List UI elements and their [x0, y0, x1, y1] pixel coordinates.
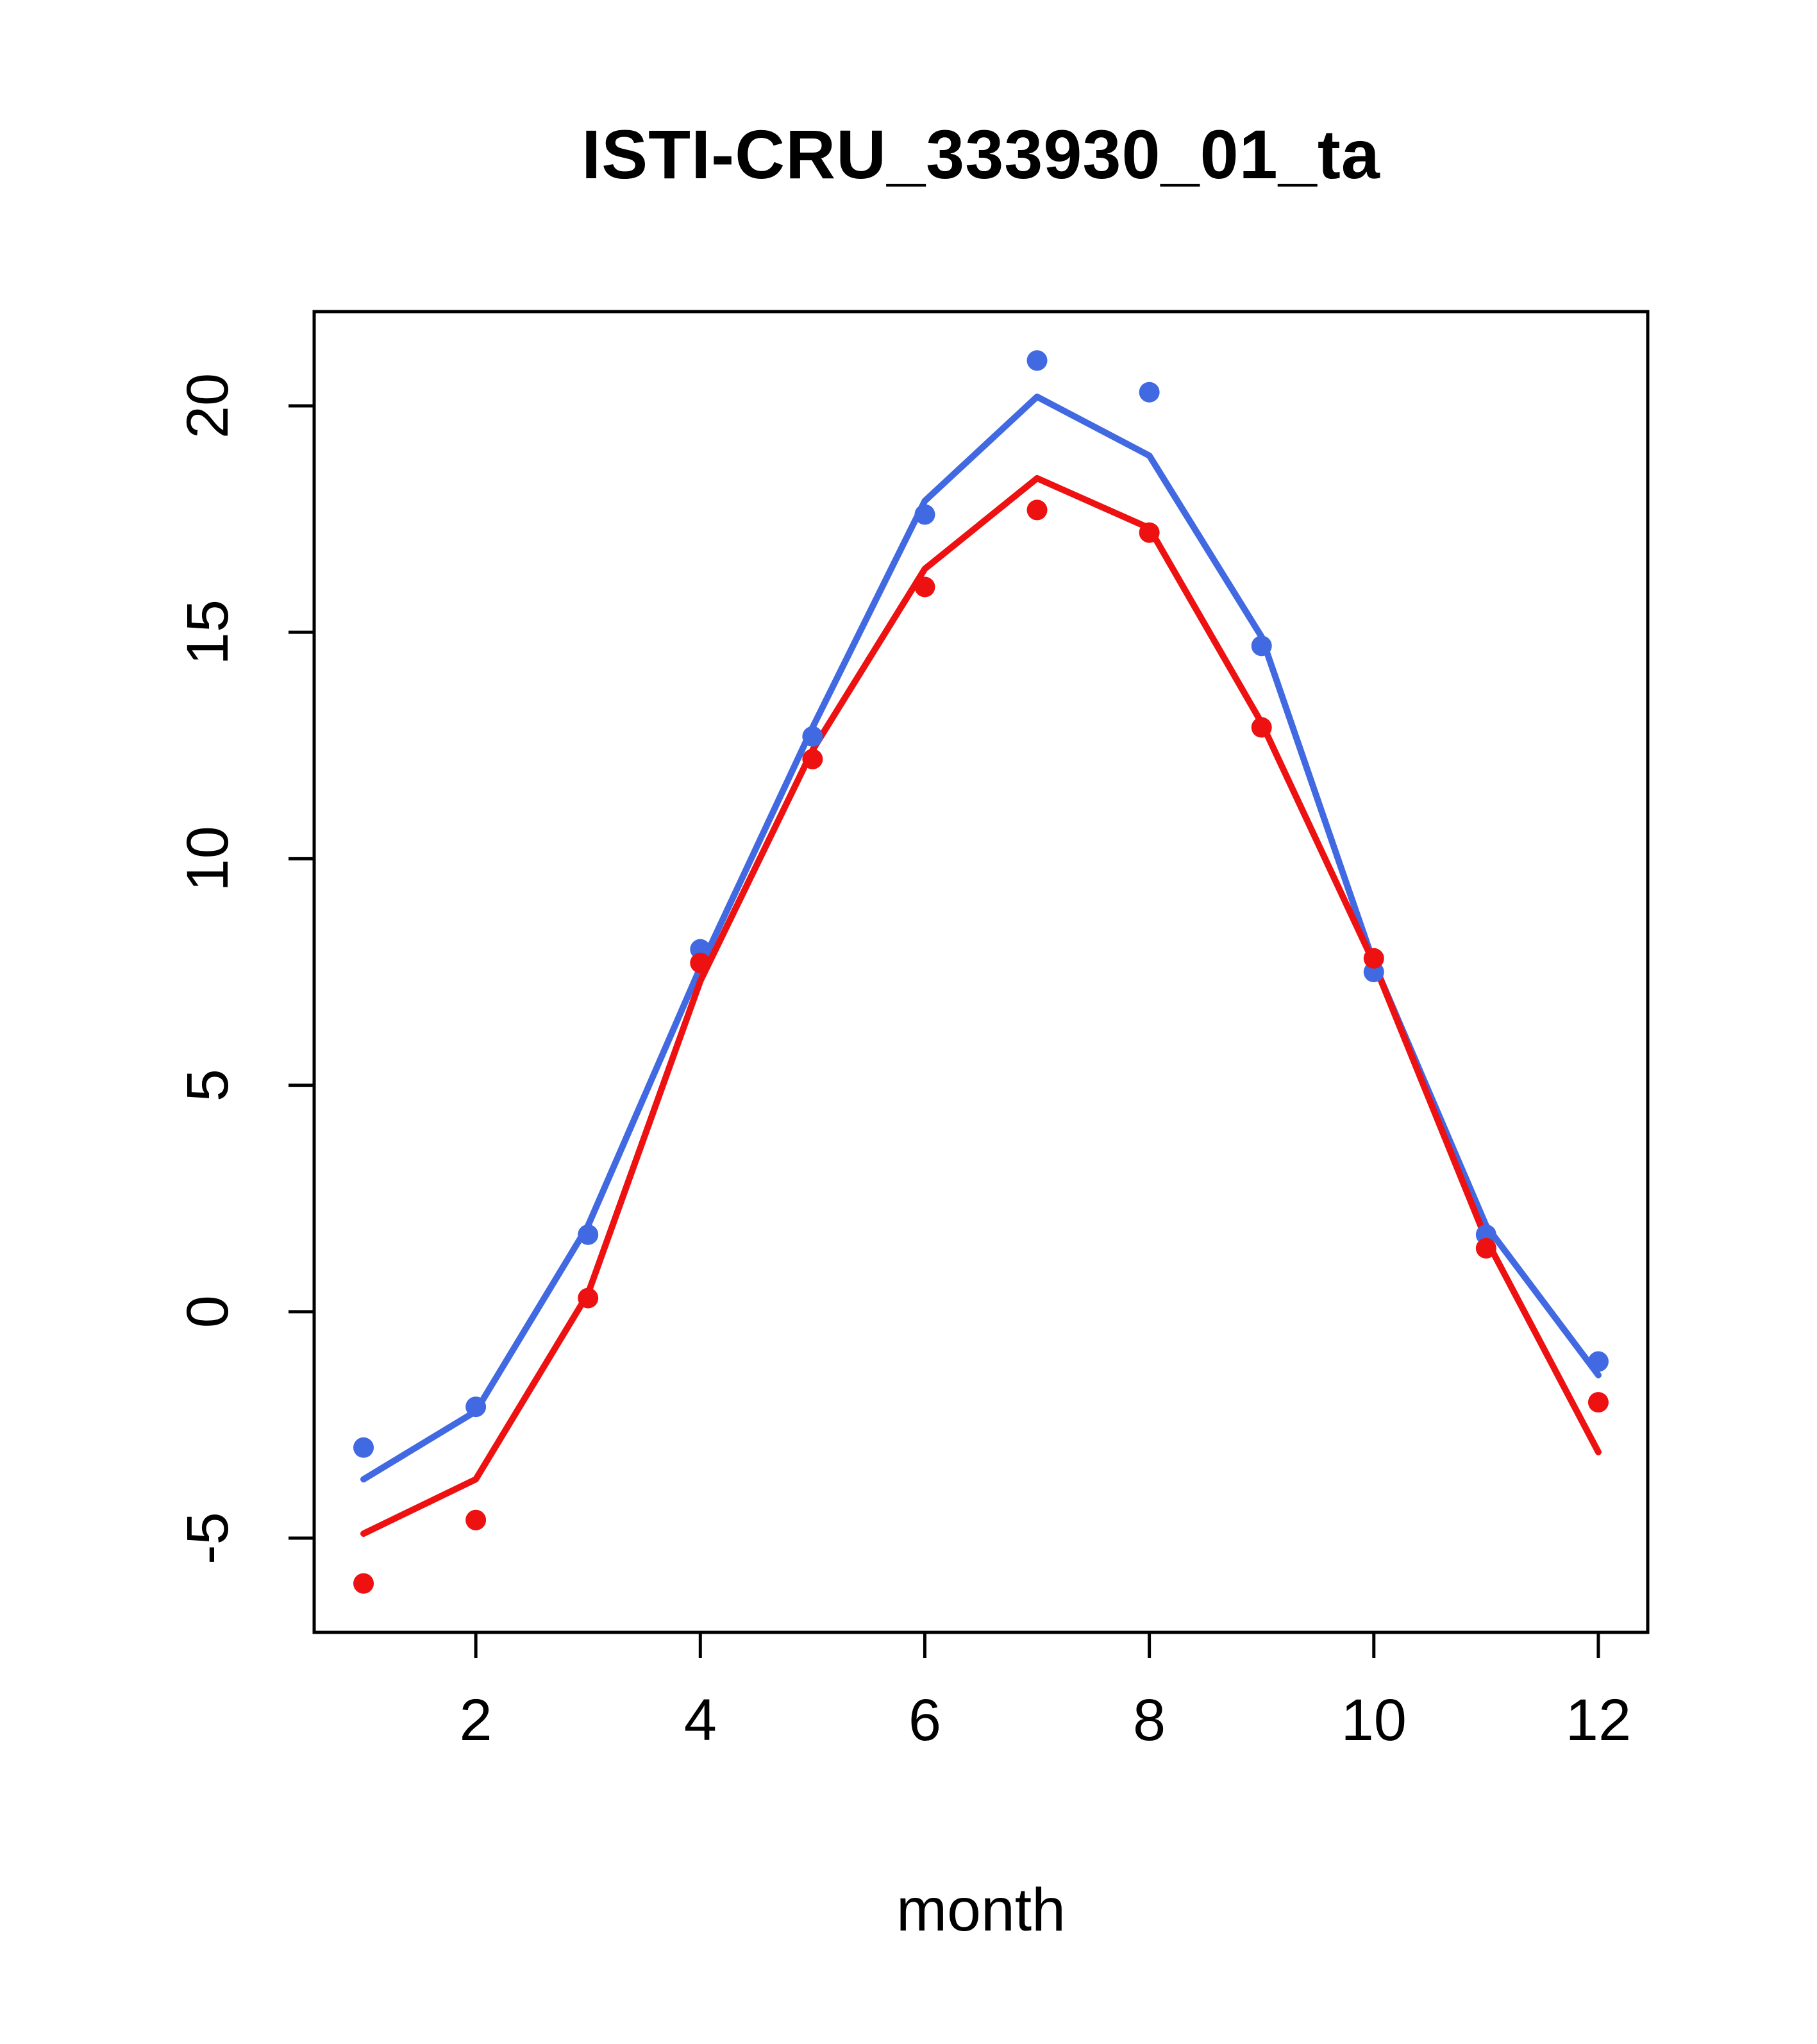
y-tick-label: 0 [175, 1295, 240, 1328]
red-points-marker [465, 1509, 487, 1530]
red-points-marker [1587, 1392, 1609, 1413]
x-tick-label: 2 [460, 1688, 492, 1753]
blue-points-marker [465, 1396, 487, 1418]
red-points-marker [353, 1573, 374, 1594]
x-tick-label: 4 [684, 1688, 717, 1753]
blue-points-marker [1587, 1351, 1609, 1372]
red-points-marker [802, 748, 823, 769]
red-line [360, 474, 1602, 1537]
x-tick-label: 10 [1341, 1688, 1407, 1753]
blue-points-marker [578, 1224, 599, 1245]
y-tick-label: 10 [175, 826, 240, 891]
red-points-marker [578, 1287, 599, 1309]
blue-line [360, 393, 1602, 1483]
blue-points-marker [914, 504, 935, 525]
red-points-marker [1139, 522, 1160, 543]
red-points-marker [914, 576, 935, 598]
y-tick-label: 5 [175, 1069, 240, 1102]
x-axis-label: month [896, 1876, 1066, 1944]
blue-points-marker [1251, 635, 1272, 657]
x-tick-label: 12 [1566, 1688, 1631, 1753]
y-tick-label: 20 [175, 373, 240, 439]
blue-points-marker [1026, 350, 1048, 371]
x-tick-label: 6 [908, 1688, 941, 1753]
y-tick-label: -5 [175, 1512, 240, 1564]
red-points-marker [1363, 948, 1384, 969]
blue-points-marker [1139, 381, 1160, 403]
blue-points-marker [353, 1437, 374, 1458]
red-points-marker [1026, 499, 1048, 521]
blue-points-marker [802, 726, 823, 747]
red-points-marker [1251, 717, 1272, 738]
x-tick-label: 8 [1133, 1688, 1166, 1753]
chart-title: ISTI-CRU_333930_01_ta [582, 115, 1380, 193]
y-tick-label: 15 [175, 599, 240, 665]
red-points-marker [690, 952, 711, 973]
red-points-marker [1475, 1237, 1496, 1259]
plot-border [312, 310, 1650, 1634]
